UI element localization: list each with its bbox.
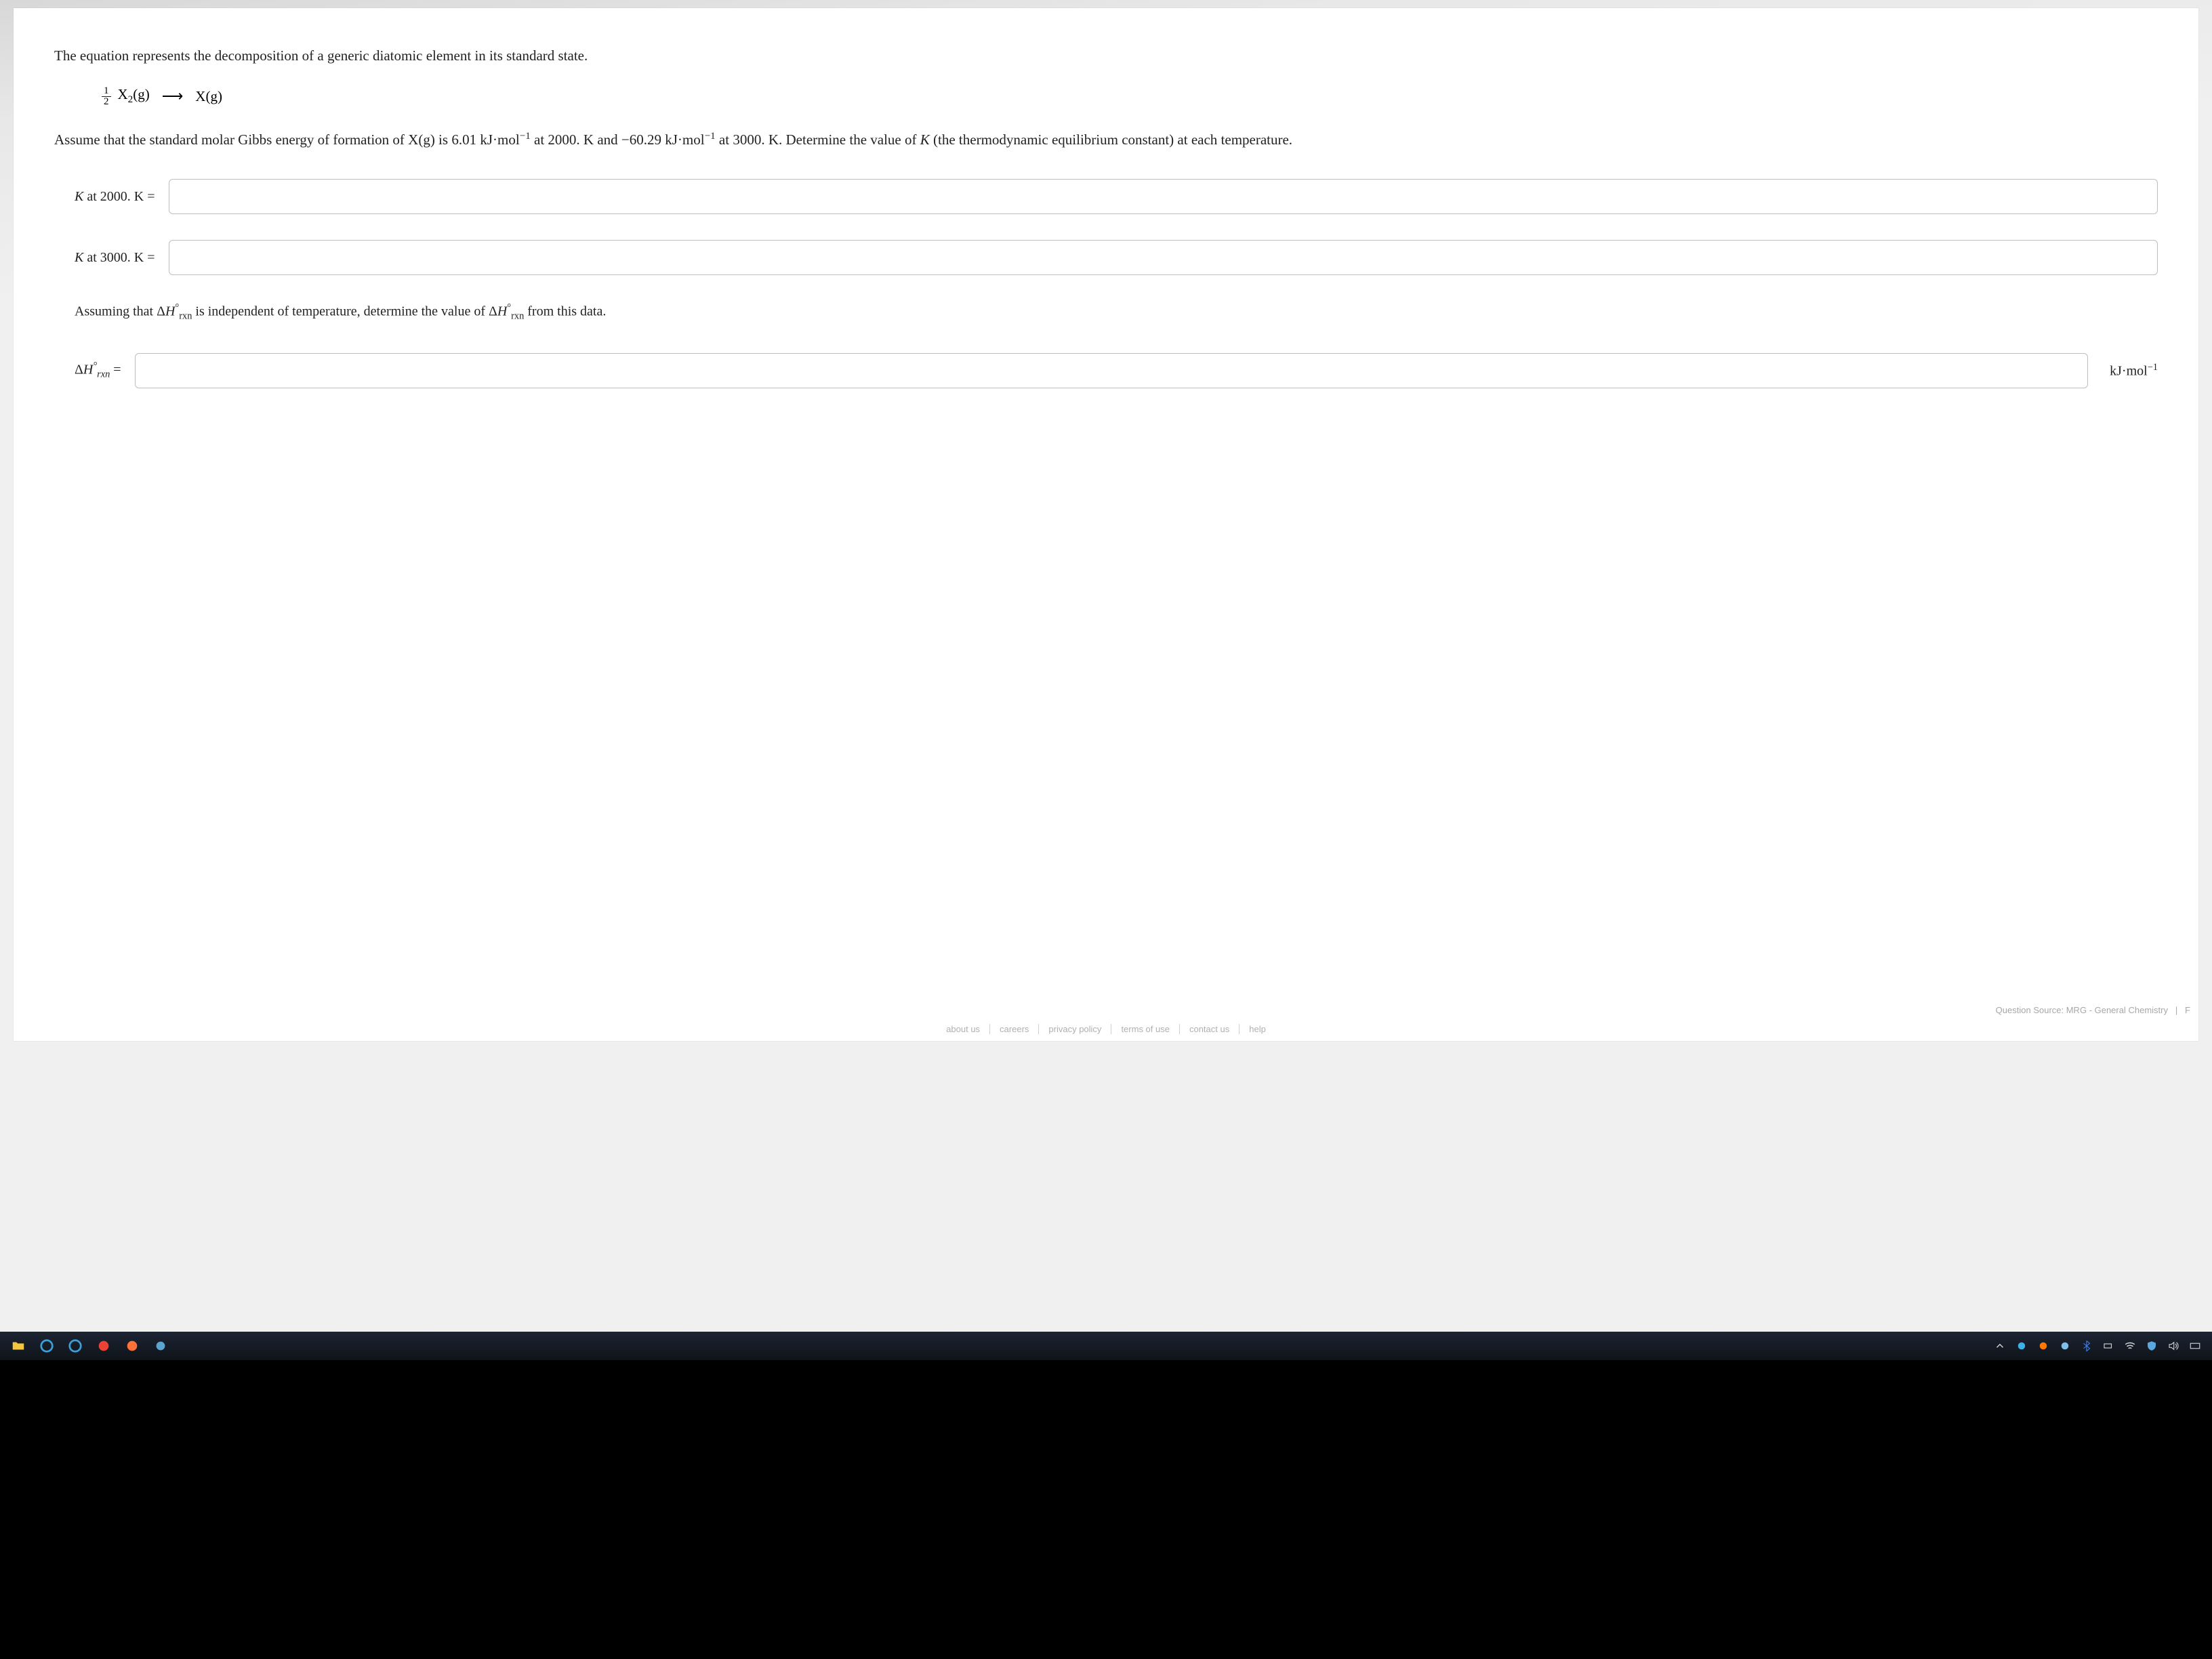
dh-label-eq: =	[110, 362, 121, 377]
chevron-up-icon[interactable]	[1994, 1340, 2006, 1352]
body-mid1: at 2000. K and	[531, 131, 621, 148]
dh-end: from this data.	[524, 304, 606, 319]
footer-link-careers[interactable]: careers	[990, 1024, 1039, 1034]
question-card: The equation represents the decompositio…	[14, 8, 2198, 1041]
k-2000-k: K	[75, 189, 83, 204]
k-2000-label: K at 2000. K =	[75, 189, 155, 205]
chrome-icon[interactable]	[89, 1332, 118, 1360]
body-mid2: at 3000. K. Determine the value of	[716, 131, 920, 148]
footer-link-about-us[interactable]: about us	[937, 1024, 990, 1034]
fraction-one-half: 1 2	[102, 86, 111, 107]
file-explorer-icon[interactable]	[4, 1332, 33, 1360]
mail-m-icon[interactable]	[2015, 1340, 2028, 1352]
avast-icon[interactable]	[2037, 1340, 2049, 1352]
footer-link-contact-us[interactable]: contact us	[1180, 1024, 1240, 1034]
species-x: X	[118, 86, 128, 102]
shield-icon[interactable]	[2146, 1340, 2158, 1352]
species-state: (g)	[133, 86, 150, 102]
edge-icon[interactable]	[61, 1332, 89, 1360]
wifi-icon[interactable]	[2124, 1340, 2136, 1352]
fraction-denominator: 2	[102, 97, 111, 107]
reaction-arrow-icon: ⟶	[162, 87, 184, 105]
body-end: (the thermodynamic equilibrium constant)…	[930, 131, 1292, 148]
dg-3000-exp: −1	[705, 131, 716, 142]
weather-icon[interactable]	[2059, 1340, 2071, 1352]
k-3000-input[interactable]	[169, 240, 2158, 275]
dg-2000-exp: −1	[520, 131, 531, 142]
k-2000-input[interactable]	[169, 179, 2158, 214]
dh-label: ΔH°rxn =	[75, 361, 121, 381]
battery-icon[interactable]	[2102, 1340, 2114, 1352]
dh-h2: H	[497, 304, 507, 319]
k-3000-txt: at 3000. K =	[83, 250, 155, 265]
source-tail: F	[2185, 1005, 2190, 1015]
question-source: Question Source: MRG - General Chemistry…	[1996, 1005, 2190, 1015]
k-3000-label: K at 3000. K =	[75, 250, 155, 266]
dh-pre: Assuming that Δ	[75, 304, 165, 319]
dh-delta: Δ	[75, 362, 83, 377]
rhs-species: X(g)	[195, 88, 222, 105]
equation: 1 2 X2(g) ⟶ X(g)	[102, 86, 2158, 107]
keyboard-icon[interactable]	[2189, 1340, 2201, 1352]
bluetooth-icon[interactable]	[2081, 1340, 2093, 1352]
edge-legacy-icon[interactable]	[33, 1332, 61, 1360]
k-3000-row: K at 3000. K =	[75, 240, 2158, 275]
dg-3000: −60.29 kJ·mol	[621, 131, 705, 148]
dh-h1: H	[165, 304, 175, 319]
k-2000-txt: at 2000. K =	[83, 189, 155, 204]
lhs-species: X2(g)	[118, 86, 150, 106]
intro-text: The equation represents the decompositio…	[54, 45, 2158, 67]
footer-link-help[interactable]: help	[1240, 1024, 1275, 1034]
footer-link-terms-of-use[interactable]: terms of use	[1111, 1024, 1180, 1034]
k-3000-k: K	[75, 250, 83, 265]
dg-2000: 6.01 kJ·mol	[451, 131, 519, 148]
source-text: Question Source: MRG - General Chemistry	[1996, 1005, 2168, 1015]
dh-label-sub: rxn	[97, 369, 110, 380]
dh-label-h: H	[83, 362, 93, 377]
monitor-bezel	[0, 1360, 2212, 1659]
system-tray	[1994, 1340, 2208, 1352]
browser-icon[interactable]	[146, 1332, 175, 1360]
dh-unit: kJ·mol−1	[2110, 362, 2158, 380]
volume-icon[interactable]	[2167, 1340, 2179, 1352]
fraction-numerator: 1	[102, 86, 111, 97]
footer-links: about uscareersprivacy policyterms of us…	[14, 1024, 2198, 1034]
dh-unit-text: kJ·mol	[2110, 363, 2148, 378]
dh-prompt: Assuming that ΔH°rxn is independent of t…	[75, 301, 2158, 324]
browser-viewport: The equation represents the decompositio…	[0, 0, 2212, 1332]
body-part1: Assume that the standard molar Gibbs ene…	[54, 131, 451, 148]
k-symbol: K	[920, 131, 930, 148]
dh-unit-exp: −1	[2148, 362, 2158, 373]
firefox-icon[interactable]	[118, 1332, 146, 1360]
screen: The equation represents the decompositio…	[0, 0, 2212, 1659]
body-text: Assume that the standard molar Gibbs ene…	[54, 127, 2158, 152]
dh-mid: is independent of temperature, determine…	[192, 304, 497, 319]
windows-taskbar	[0, 1332, 2212, 1360]
dh-sub2: rxn	[511, 311, 524, 322]
k-2000-row: K at 2000. K =	[75, 179, 2158, 214]
dh-input[interactable]	[135, 353, 2089, 388]
footer-link-privacy-policy[interactable]: privacy policy	[1039, 1024, 1111, 1034]
dh-row: ΔH°rxn = kJ·mol−1	[75, 353, 2158, 388]
dh-sub1: rxn	[179, 311, 192, 322]
